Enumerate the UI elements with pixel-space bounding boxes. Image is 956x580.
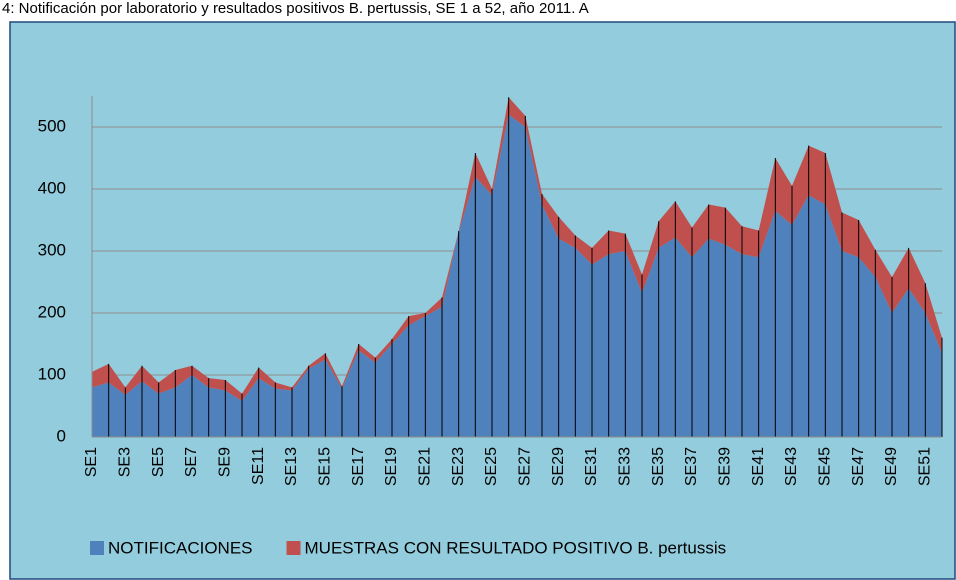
x-tick-label: SE21: [417, 447, 434, 486]
x-tick-label: SE47: [850, 447, 867, 486]
y-tick-label: 100: [38, 364, 66, 383]
y-tick-label: 400: [38, 178, 66, 197]
x-tick-label: SE17: [350, 447, 367, 486]
area: [92, 114, 942, 437]
legend-swatch: [90, 541, 104, 555]
x-tick-label: SE29: [550, 447, 567, 486]
y-tick-label: 500: [38, 116, 66, 135]
x-tick-label: SE35: [650, 447, 667, 486]
legend-swatch: [286, 541, 301, 555]
x-tick-label: SE13: [283, 447, 300, 486]
x-tick-label: SE11: [250, 447, 267, 485]
y-tick-label: 200: [38, 302, 66, 321]
legend-label: MUESTRAS CON RESULTADO POSITIVO B. pertu…: [305, 538, 727, 557]
y-tick-label: 0: [57, 426, 66, 445]
x-tick-label: SE23: [450, 447, 467, 486]
y-tick-label: 300: [38, 240, 66, 259]
x-tick-label: SE25: [483, 447, 500, 486]
x-tick-label: SE27: [517, 447, 534, 486]
x-tick-label: SE49: [883, 447, 900, 486]
legend-label: NOTIFICACIONES: [108, 538, 253, 557]
chart-title: 4: Notificación por laboratorio y result…: [2, 0, 589, 17]
x-tick-label: SE51: [917, 447, 934, 486]
x-tick-label: SE45: [817, 447, 834, 486]
x-tick-label: SE3: [117, 447, 134, 477]
area: [92, 97, 942, 402]
x-tick-label: SE37: [683, 447, 700, 486]
x-tick-label: SE39: [717, 447, 734, 486]
x-tick-label: SE7: [183, 447, 200, 477]
x-tick-label: SE19: [383, 447, 400, 486]
x-tick-label: SE31: [583, 447, 600, 486]
x-tick-label: SE43: [783, 447, 800, 486]
x-tick-label: SE5: [150, 447, 167, 477]
x-tick-label: SE41: [750, 447, 767, 486]
x-tick-label: SE33: [617, 447, 634, 486]
x-tick-label: SE1: [83, 447, 100, 477]
x-tick-label: SE15: [317, 447, 334, 486]
x-tick-label: SE9: [217, 447, 234, 477]
